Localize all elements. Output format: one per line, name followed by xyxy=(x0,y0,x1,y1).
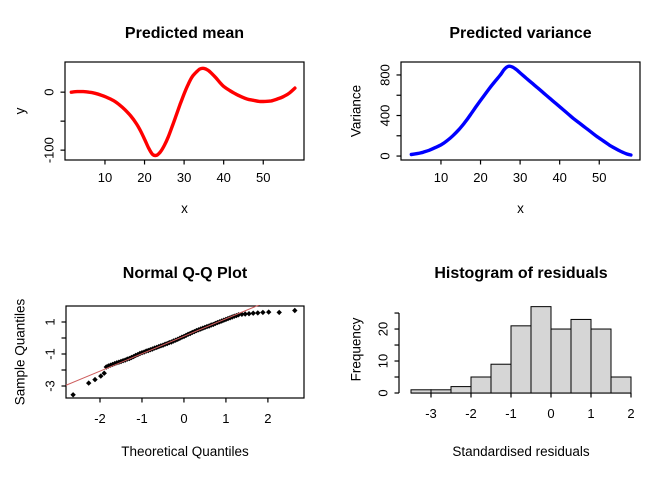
hist-bar xyxy=(410,389,432,394)
qq-point xyxy=(118,358,124,365)
qq-point xyxy=(92,376,98,383)
x-tick-label: 0 xyxy=(180,411,187,426)
x-tick-label: 2 xyxy=(627,406,634,421)
qq-point xyxy=(266,309,272,315)
y-tick-label: 0 xyxy=(376,389,391,396)
qq-point xyxy=(276,309,282,316)
chart-title: Histogram of residuals xyxy=(434,265,607,282)
chart-predicted-variance: Predicted variance x Variance 10 20 30 40 50 0 40… xyxy=(349,25,641,216)
x-axis-label: Standardised residuals xyxy=(452,444,590,459)
y-tick-label: 400 xyxy=(378,105,393,127)
hist-bar xyxy=(450,386,472,394)
chart-title: Normal Q-Q Plot xyxy=(123,265,248,282)
hist-bar xyxy=(570,318,592,394)
y-tick-label: -3 xyxy=(43,380,58,392)
x-axis-label: x xyxy=(181,201,188,216)
x-tick-label: 0 xyxy=(547,406,554,421)
hist-bar xyxy=(530,306,552,394)
x-tick-label: -3 xyxy=(425,406,437,421)
plot-frame xyxy=(65,305,305,399)
x-tick-label: 10 xyxy=(434,170,448,185)
y-tick-label: 0 xyxy=(378,152,393,159)
x-tick-label: 1 xyxy=(587,406,594,421)
y-axis-label: Frequency xyxy=(349,317,364,381)
y-axis-label: Variance xyxy=(349,85,364,137)
x-tick-label: 50 xyxy=(256,170,270,185)
predicted-mean-curve xyxy=(69,66,297,158)
qq-point xyxy=(139,350,145,356)
qq-point xyxy=(103,364,109,370)
plot-frame xyxy=(64,61,305,161)
qq-reference-line xyxy=(65,305,261,386)
qq-point xyxy=(260,309,266,316)
panel-histogram: Histogram of residuals Standardised resid… xyxy=(336,240,672,480)
x-tick-label: 20 xyxy=(137,170,151,185)
predicted-variance-curve xyxy=(409,64,633,157)
x-tick-label: 50 xyxy=(592,170,606,185)
x-tick-label: 2 xyxy=(264,411,271,426)
x-tick-label: -2 xyxy=(465,406,477,421)
qq-point xyxy=(246,311,252,317)
chart-predicted-mean: Predicted mean x y 10 20 30 40 50 -100 0 xyxy=(13,25,305,216)
hist-bar xyxy=(470,376,492,394)
panel-qq-plot: Normal Q-Q Plot Theoretical Quantiles Samp… xyxy=(0,240,336,480)
residual-histogram-content xyxy=(410,306,632,394)
qq-point xyxy=(255,310,261,316)
hist-bar xyxy=(430,389,452,394)
x-tick-label: -1 xyxy=(136,411,148,426)
y-axis-label: y xyxy=(13,107,28,114)
y-tick-label: 20 xyxy=(376,322,391,336)
x-tick-label: 10 xyxy=(98,170,112,185)
x-tick-label: 1 xyxy=(222,411,229,426)
predicted-mean-content xyxy=(69,66,297,158)
chart-title: Predicted mean xyxy=(125,25,244,42)
x-tick-label: 40 xyxy=(216,170,230,185)
x-tick-label: 30 xyxy=(513,170,527,185)
chart-title: Predicted variance xyxy=(449,25,591,42)
chart-normal-qq: Normal Q-Q Plot Theoretical Quantiles Samp… xyxy=(13,265,305,459)
qq-point xyxy=(98,373,104,379)
predicted-variance-content xyxy=(409,64,633,157)
hist-bar xyxy=(550,328,572,394)
y-tick-label: 800 xyxy=(378,64,393,86)
x-axis-label: x xyxy=(517,201,524,216)
normal-qq-content xyxy=(65,305,298,398)
y-tick-label: 0 xyxy=(42,89,57,96)
qq-point xyxy=(292,307,298,314)
x-tick-label: 40 xyxy=(552,170,566,185)
qq-point xyxy=(70,392,76,398)
qq-point xyxy=(233,312,240,319)
hist-bar xyxy=(510,325,532,394)
qq-point xyxy=(86,380,92,386)
x-axis-label: Theoretical Quantiles xyxy=(121,444,249,459)
qq-point xyxy=(105,363,112,369)
hist-bar xyxy=(590,328,612,394)
hist-bar xyxy=(490,363,512,394)
y-tick-label: 10 xyxy=(376,354,391,368)
x-tick-label: 20 xyxy=(473,170,487,185)
panel-predicted-variance: Predicted variance x Variance 10 20 30 40 50 0 40… xyxy=(336,0,672,240)
panel-predicted-mean: Predicted mean x y 10 20 30 40 50 -100 0 xyxy=(0,0,336,240)
qq-point xyxy=(225,315,231,322)
x-tick-label: -1 xyxy=(505,406,517,421)
y-tick-label: 1 xyxy=(43,318,58,325)
qq-point xyxy=(235,312,242,318)
x-tick-label: 30 xyxy=(177,170,191,185)
x-tick-label: -2 xyxy=(94,411,106,426)
qq-point xyxy=(242,311,248,317)
hist-bar xyxy=(610,376,632,394)
chart-residual-histogram: Histogram of residuals Standardised resid… xyxy=(349,265,635,459)
qq-point xyxy=(101,370,107,376)
y-tick-label: -100 xyxy=(42,137,57,163)
qq-point xyxy=(250,310,256,316)
y-axis-label: Sample Quantiles xyxy=(13,298,28,405)
y-tick-label: -1 xyxy=(43,348,58,360)
qq-point xyxy=(168,339,175,345)
